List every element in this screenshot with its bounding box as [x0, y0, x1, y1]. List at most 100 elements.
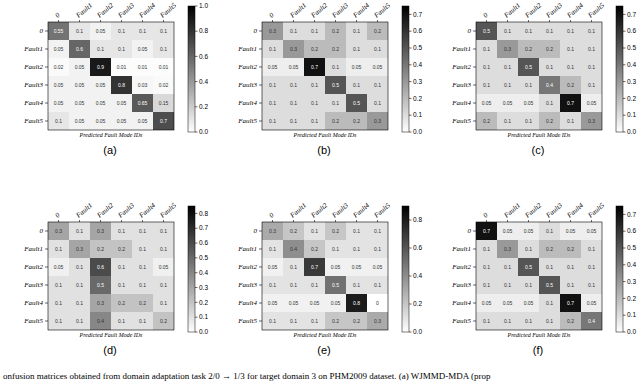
colorbar-tick-label: 0.1: [199, 313, 208, 320]
row-tick: [259, 121, 262, 122]
cell: [304, 94, 325, 112]
col-label: Fault2: [95, 1, 116, 20]
cell: [304, 112, 325, 130]
cell-labels: 0.550.10.050.10.10.10.050.60.10.10.050.1…: [54, 28, 169, 124]
cell-label: 0.1: [567, 64, 574, 70]
cell-label: 0.05: [482, 300, 492, 306]
col-label: 0: [482, 11, 490, 20]
row-tick: [45, 49, 48, 50]
cell: [283, 58, 304, 76]
cell: [153, 112, 174, 130]
row-tick: [45, 121, 48, 122]
row-tick: [473, 321, 476, 322]
cell: [153, 22, 174, 40]
cell-label: 0.1: [311, 228, 318, 234]
cell: [325, 312, 346, 330]
colorbar-tick: [623, 81, 626, 82]
cell: [283, 312, 304, 330]
cell-label: 0.1: [588, 246, 595, 252]
cell: [518, 76, 539, 94]
cell: [346, 294, 367, 312]
cell: [497, 58, 518, 76]
cell-label: 0.2: [118, 300, 125, 306]
cell: [518, 40, 539, 58]
cell: [262, 294, 283, 312]
colorbar-tick: [195, 287, 198, 288]
cell-label: 0.1: [76, 282, 83, 288]
cell-label: 0.05: [117, 100, 127, 106]
colorbar-tick-label: 0.2: [199, 103, 208, 110]
colorbar-tick: [195, 257, 198, 258]
cell-label: 0.2: [353, 318, 360, 324]
cell: [581, 94, 602, 112]
cell-label: 0.2: [311, 246, 318, 252]
col-label: Fault4: [565, 1, 586, 20]
cell: [476, 76, 497, 94]
colorbar-tick: [623, 264, 626, 265]
cell: [560, 22, 581, 40]
cell: [262, 76, 283, 94]
cell-label: 0.05: [289, 64, 299, 70]
cell-label: 0.05: [587, 228, 597, 234]
col-label: Fault1: [502, 201, 522, 220]
panel: 0.50.10.10.10.10.10.10.30.20.20.10.10.10…: [451, 1, 636, 156]
cell: [497, 276, 518, 294]
cell-label: 0.1: [76, 28, 83, 34]
cell: [560, 112, 581, 130]
row-label: Fault1: [237, 45, 257, 53]
colorbar-tick: [195, 132, 198, 133]
colorbar-tick: [409, 48, 412, 49]
colorbar-tick-label: 0.8: [413, 216, 422, 223]
cell: [367, 40, 388, 58]
cell: [132, 76, 153, 94]
row-tick: [473, 267, 476, 268]
col-label: Fault2: [95, 201, 116, 220]
cell-label: 0.1: [353, 282, 360, 288]
colorbar: [188, 206, 195, 332]
matrix-frame: [48, 22, 174, 130]
col-tick: [377, 20, 378, 22]
cell: [153, 222, 174, 240]
cell: [304, 76, 325, 94]
cell: [69, 312, 90, 330]
cell-label: 0.1: [546, 264, 553, 270]
colorbar-tick-label: 0.7: [199, 224, 208, 231]
cell-label: 0.05: [373, 64, 383, 70]
cell-label: 0.1: [55, 318, 62, 324]
x-axis-label: Predicted Fault Mode IDs: [79, 332, 144, 338]
cell: [90, 94, 111, 112]
col-tick: [356, 20, 357, 22]
cell-label: 0.05: [310, 300, 320, 306]
cell: [346, 58, 367, 76]
cell-label: 0.1: [290, 82, 297, 88]
cell-label: 0.1: [160, 46, 167, 52]
row-tick: [473, 85, 476, 86]
cell: [346, 40, 367, 58]
cell: [346, 222, 367, 240]
cell: [346, 312, 367, 330]
col-label: Fault4: [351, 1, 372, 20]
cell-label: 0.05: [54, 100, 64, 106]
panel-label: (a): [103, 144, 116, 156]
colorbar-tick-label: 0.0: [413, 128, 422, 135]
cell-label: 0.05: [117, 118, 127, 124]
panel-label: (e): [317, 344, 330, 356]
cell-label: 0.1: [332, 64, 339, 70]
cell-label: 0.05: [138, 46, 148, 52]
cell: [539, 222, 560, 240]
cell: [304, 222, 325, 240]
x-axis-label: Predicted Fault Mode IDs: [507, 132, 572, 138]
cell-label: 0.1: [588, 82, 595, 88]
cell: [539, 58, 560, 76]
colorbar-tick: [195, 243, 198, 244]
cell: [497, 222, 518, 240]
cell: [262, 222, 283, 240]
cell: [497, 294, 518, 312]
col-label: Fault5: [158, 1, 179, 20]
colorbar-tick: [195, 6, 198, 7]
cell-label: 0.6: [76, 46, 83, 52]
x-axis-label: Predicted Fault Mode IDs: [293, 132, 358, 138]
cell: [325, 276, 346, 294]
colorbar-tick: [409, 220, 412, 221]
cell-label: 0.2: [118, 246, 125, 252]
